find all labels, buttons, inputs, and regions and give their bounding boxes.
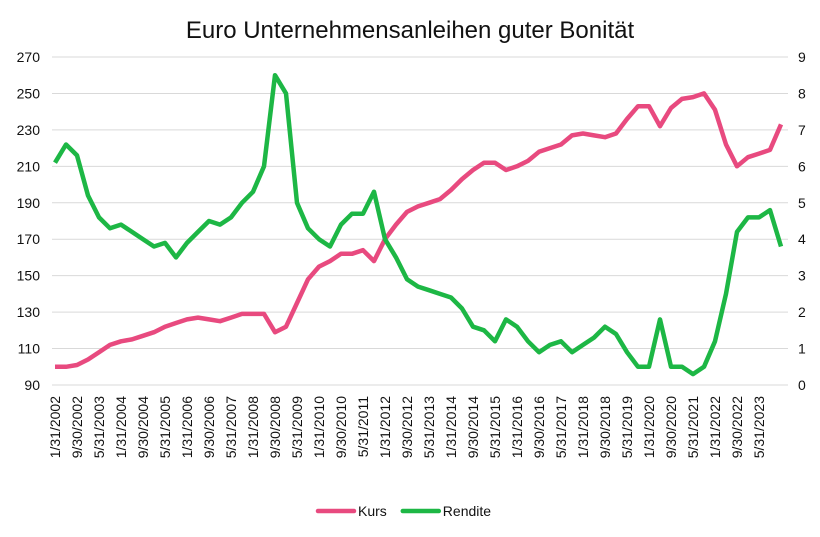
y-tick-label: 90 bbox=[24, 377, 40, 393]
x-tick-label: 5/31/2015 bbox=[487, 396, 503, 458]
x-tick-label: 9/30/2014 bbox=[465, 396, 481, 458]
x-tick-label: 1/31/2022 bbox=[707, 396, 723, 458]
y2-tick-label: 2 bbox=[798, 304, 806, 320]
x-tick-label: 1/31/2008 bbox=[245, 396, 261, 458]
y2-tick-label: 6 bbox=[798, 158, 806, 174]
y-tick-label: 130 bbox=[17, 304, 41, 320]
x-tick-label: 5/31/2017 bbox=[553, 396, 569, 458]
y-tick-label: 210 bbox=[17, 158, 41, 174]
x-tick-label: 9/30/2008 bbox=[267, 396, 283, 458]
x-tick-label: 1/31/2020 bbox=[641, 396, 657, 458]
x-tick-label: 1/31/2014 bbox=[443, 396, 459, 458]
x-tick-label: 5/31/2007 bbox=[223, 396, 239, 458]
x-tick-label: 5/31/2005 bbox=[157, 396, 173, 458]
y2-tick-label: 8 bbox=[798, 85, 806, 101]
x-tick-label: 1/31/2018 bbox=[575, 396, 591, 458]
x-tick-label: 9/30/2016 bbox=[531, 396, 547, 458]
y2-tick-label: 4 bbox=[798, 231, 806, 247]
x-tick-label: 5/31/2013 bbox=[421, 396, 437, 458]
y-tick-label: 250 bbox=[17, 85, 41, 101]
x-tick-label: 1/31/2004 bbox=[113, 396, 129, 458]
x-tick-label: 5/31/2021 bbox=[685, 396, 701, 458]
y-tick-label: 190 bbox=[17, 195, 41, 211]
series-line bbox=[55, 91, 784, 370]
x-tick-label: 5/31/2019 bbox=[619, 396, 635, 458]
y-tick-label: 110 bbox=[18, 341, 41, 357]
y2-tick-label: 7 bbox=[798, 122, 806, 138]
x-tick-label: 1/31/2002 bbox=[47, 396, 63, 458]
series-line bbox=[53, 72, 784, 377]
x-tick-label: 9/30/2002 bbox=[69, 396, 85, 458]
legend-label: Kurs bbox=[358, 503, 387, 519]
y-tick-label: 150 bbox=[17, 268, 41, 284]
x-tick-label: 9/30/2018 bbox=[597, 396, 613, 458]
chart-title: Euro Unternehmensanleihen guter Bonität bbox=[186, 17, 635, 44]
x-tick-label: 1/31/2006 bbox=[179, 396, 195, 458]
x-tick-label: 9/30/2012 bbox=[399, 396, 415, 458]
x-tick-label: 9/30/2022 bbox=[729, 396, 745, 458]
y2-tick-label: 0 bbox=[798, 377, 806, 393]
x-tick-label: 5/31/2003 bbox=[91, 396, 107, 458]
y2-tick-label: 5 bbox=[798, 195, 806, 211]
x-tick-label: 1/31/2012 bbox=[377, 396, 393, 458]
y2-tick-label: 9 bbox=[798, 49, 806, 65]
x-tick-label: 9/30/2006 bbox=[201, 396, 217, 458]
x-tick-label: 1/31/2016 bbox=[509, 396, 525, 458]
legend-label: Rendite bbox=[443, 503, 491, 519]
x-tick-label: 9/30/2004 bbox=[135, 396, 151, 458]
y2-tick-label: 3 bbox=[798, 268, 806, 284]
x-tick-label: 5/31/2023 bbox=[751, 396, 767, 458]
y-tick-label: 230 bbox=[17, 122, 41, 138]
x-tick-label: 5/31/2009 bbox=[289, 396, 305, 458]
x-tick-label: 5/31/2011 bbox=[355, 396, 371, 457]
y-tick-label: 270 bbox=[17, 49, 41, 65]
x-tick-label: 9/30/2020 bbox=[663, 396, 679, 458]
x-tick-label: 1/31/2010 bbox=[311, 396, 327, 458]
x-tick-label: 9/30/2010 bbox=[333, 396, 349, 458]
y-tick-label: 170 bbox=[17, 231, 41, 247]
y2-tick-label: 1 bbox=[798, 341, 806, 357]
